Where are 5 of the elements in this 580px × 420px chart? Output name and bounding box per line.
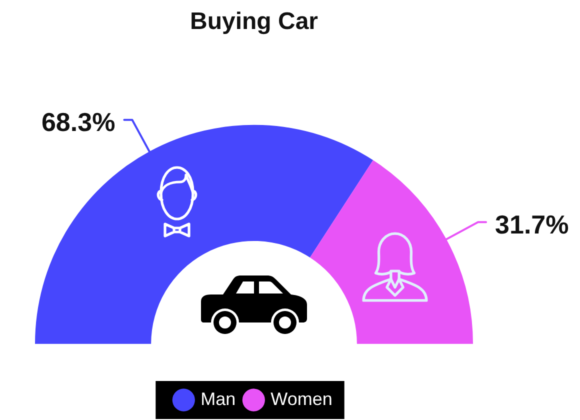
legend-label: Women: [270, 388, 332, 409]
legend-label: Man: [200, 388, 236, 409]
data-label: 68.3%: [41, 107, 116, 138]
data-label: 31.7%: [495, 209, 569, 240]
chart-title: Buying Car: [190, 8, 318, 36]
